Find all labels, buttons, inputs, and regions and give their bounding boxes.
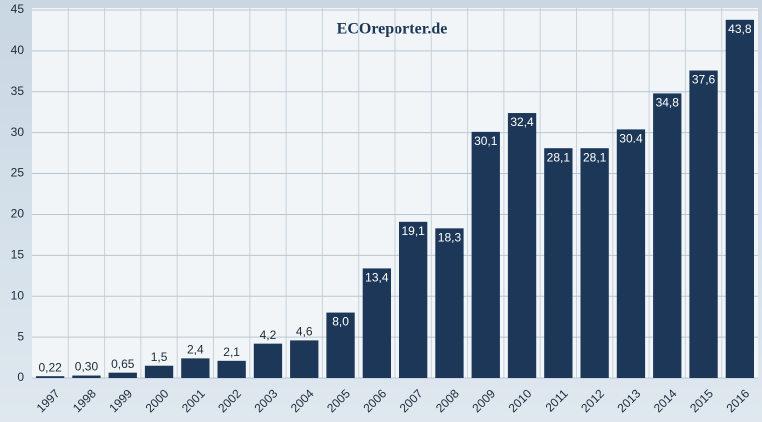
value-label: 0,22 (38, 360, 62, 374)
value-label: 28,1 (583, 150, 607, 164)
bar (398, 221, 428, 378)
bar (108, 372, 137, 378)
bar (253, 343, 283, 378)
bar (725, 19, 755, 379)
y-tick-label: 20 (11, 207, 25, 221)
value-label: 18,3 (438, 231, 462, 245)
bar (326, 312, 355, 378)
bar (72, 375, 101, 378)
value-label: 4,2 (260, 328, 277, 342)
y-tick-label: 0 (17, 370, 24, 384)
value-label: 30.4 (619, 132, 643, 146)
value-label: 8,0 (332, 315, 349, 329)
bar (580, 148, 609, 378)
bar (616, 129, 646, 378)
bar (35, 376, 65, 378)
value-label: 43,8 (728, 22, 752, 36)
bar (507, 113, 537, 378)
bar (653, 93, 682, 378)
y-tick-label: 15 (11, 248, 25, 262)
bar (290, 340, 319, 378)
bar (181, 358, 210, 378)
bar (471, 131, 500, 378)
bar (217, 360, 246, 378)
y-tick-label: 40 (11, 43, 25, 57)
logo: ECOreporter.de (337, 21, 448, 38)
value-label: 30,1 (474, 134, 498, 148)
y-tick-label: 25 (11, 166, 25, 180)
value-label: 34,8 (656, 96, 680, 110)
value-label: 32,4 (510, 115, 534, 129)
y-tick-label: 35 (11, 84, 25, 98)
bar (144, 365, 174, 378)
bar (362, 268, 392, 378)
y-tick-label: 10 (11, 288, 25, 302)
value-label: 1,5 (151, 350, 168, 364)
bar (435, 228, 464, 378)
value-label: 13,4 (365, 271, 389, 285)
y-tick-label: 30 (11, 125, 25, 139)
value-label: 2,4 (187, 343, 204, 357)
value-label: 37,6 (692, 73, 716, 87)
bar (689, 70, 718, 378)
value-label: 0,30 (75, 360, 99, 374)
value-label: 28,1 (547, 150, 571, 164)
value-label: 0,65 (111, 357, 135, 371)
value-label: 19,1 (401, 224, 425, 238)
y-tick-label: 5 (17, 329, 24, 343)
value-label: 2,1 (223, 345, 240, 359)
value-label: 4,6 (296, 325, 313, 339)
bar (544, 148, 573, 378)
y-tick-label: 45 (11, 2, 25, 16)
